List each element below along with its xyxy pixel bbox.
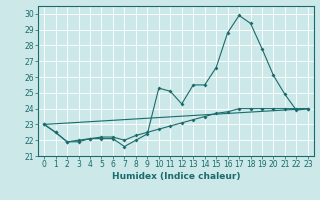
X-axis label: Humidex (Indice chaleur): Humidex (Indice chaleur): [112, 172, 240, 181]
